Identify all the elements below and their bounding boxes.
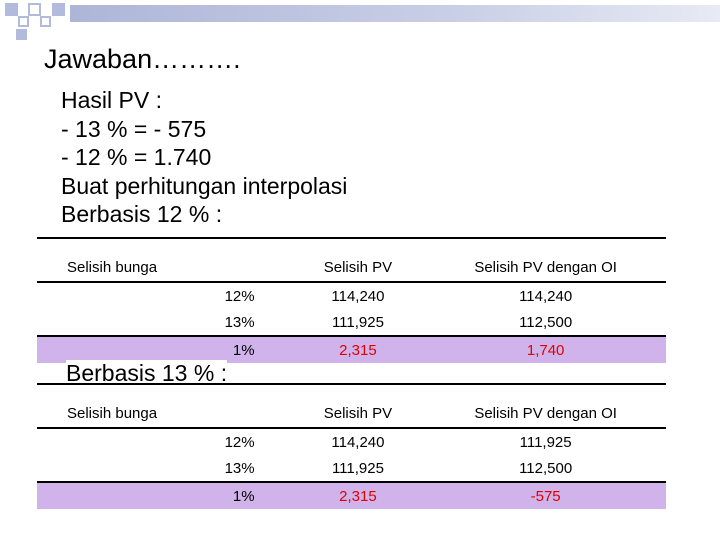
table-row: 13% 111,925 112,500 xyxy=(37,309,666,336)
header-bar xyxy=(70,5,720,22)
header-selisih-pv: Selisih PV xyxy=(290,237,426,283)
cell-rate: 13% xyxy=(224,459,255,477)
table-row: 12% 114,240 114,240 xyxy=(37,282,666,309)
body-text: Hasil PV : - 13 % = - 575 - 12 % = 1.740… xyxy=(61,86,347,229)
total-pv: 2,315 xyxy=(290,481,426,509)
header-selisih-pv: Selisih PV xyxy=(290,383,426,429)
header-selisih-bunga: Selisih bunga xyxy=(37,237,291,283)
text-line: Buat perhitungan interpolasi xyxy=(61,172,348,199)
deco-square xyxy=(28,3,41,16)
slide-title: Jawaban………. xyxy=(44,44,241,74)
text-line: - 13 % = - 575 xyxy=(61,115,207,142)
table-header-row: Selisih bunga Selisih PV Selisih PV deng… xyxy=(37,383,666,429)
text-line: Berbasis 12 % : xyxy=(61,201,223,227)
table-row: 13% 111,925 112,500 xyxy=(37,455,666,482)
text-line: Hasil PV : xyxy=(61,87,162,113)
table-header-row: Selisih bunga Selisih PV Selisih PV deng… xyxy=(37,237,666,283)
cell-pv: 114,240 xyxy=(331,287,385,305)
total-pv-oi: -575 xyxy=(425,481,666,509)
table-row: 12% 114,240 111,925 xyxy=(37,428,666,455)
cell-pv-oi: 111,925 xyxy=(519,433,572,451)
total-rate: 1% xyxy=(37,481,291,509)
header-selisih-bunga: Selisih bunga xyxy=(37,383,291,429)
cell-pv-oi: 112,500 xyxy=(519,313,573,331)
deco-square xyxy=(5,3,18,16)
text-line: - 12 % = 1.740 xyxy=(61,144,212,170)
cell-rate: 13% xyxy=(224,313,255,331)
cell-pv: 114,240 xyxy=(331,433,385,451)
subheading-basis-13: Berbasis 13 % : xyxy=(66,360,228,387)
total-pv: 2,315 xyxy=(290,335,426,363)
table-total-row: 1% 2,315 1,740 xyxy=(37,335,666,363)
deco-square xyxy=(16,29,27,40)
deco-square xyxy=(52,3,65,16)
table-total-row: 1% 2,315 -575 xyxy=(37,481,666,509)
deco-square xyxy=(18,16,29,27)
cell-pv: 111,925 xyxy=(331,459,384,477)
interpolation-table-13: Selisih bunga Selisih PV Selisih PV deng… xyxy=(37,383,666,509)
header-decoration xyxy=(0,0,720,40)
cell-rate: 12% xyxy=(224,433,255,451)
deco-square xyxy=(40,16,51,27)
cell-pv: 111,925 xyxy=(331,313,384,331)
cell-rate: 12% xyxy=(224,287,255,305)
total-pv-oi: 1,740 xyxy=(425,335,666,363)
cell-pv-oi: 114,240 xyxy=(519,287,573,305)
total-rate: 1% xyxy=(37,335,291,363)
header-selisih-pv-oi: Selisih PV dengan OI xyxy=(425,237,666,283)
interpolation-table-12: Selisih bunga Selisih PV Selisih PV deng… xyxy=(37,237,666,363)
header-selisih-pv-oi: Selisih PV dengan OI xyxy=(425,383,666,429)
cell-pv-oi: 112,500 xyxy=(519,459,573,477)
